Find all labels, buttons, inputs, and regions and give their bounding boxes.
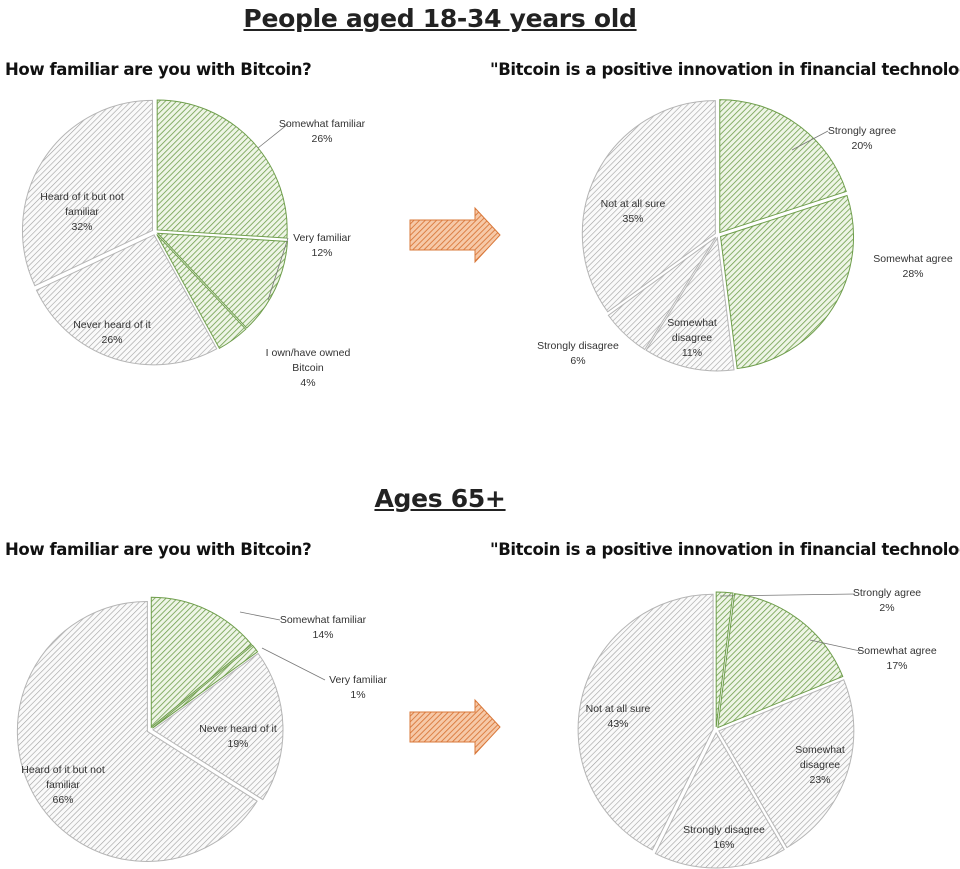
slice-label: Heard of it but not familiar — [21, 764, 105, 791]
data-label-heard-of-it-but-not-familiar: Heard of it but not familiar 32% — [37, 190, 127, 235]
slice-value: 26% — [101, 334, 123, 346]
slice-label: Strongly disagree — [537, 340, 619, 352]
slice-label: Strongly disagree — [683, 824, 765, 836]
slice-label: Never heard of it — [73, 319, 151, 331]
pie-slice-strongly-disagree — [607, 236, 717, 351]
slice-value: 19% — [227, 738, 249, 750]
pie-slice-i-own-have-owned-bitcoin — [156, 234, 247, 350]
slice-value: 11% — [681, 347, 703, 359]
pie-slice-not-at-all-sure — [581, 100, 716, 313]
data-label-somewhat-familiar: Somewhat familiar 26% — [267, 117, 377, 147]
pie-slice-never-heard-of-it — [35, 234, 218, 366]
leader-line — [267, 237, 289, 301]
slice-value: 20% — [851, 140, 873, 152]
chart-title-old-opinion: "Bitcoin is a positive innovation in fin… — [490, 540, 960, 559]
arrow-right-icon — [409, 206, 501, 264]
chart-title-young-opinion: "Bitcoin is a positive innovation in fin… — [490, 60, 960, 79]
leader-line — [257, 123, 289, 149]
arrow-right-icon — [409, 698, 501, 756]
pie-slice-somewhat-disagree — [718, 679, 855, 849]
data-label-never-heard-of-it: Never heard of it 19% — [188, 722, 288, 752]
leader-line — [239, 611, 281, 621]
slice-value: 1% — [350, 689, 366, 701]
slice-label: Somewhat disagree — [667, 317, 717, 344]
pie-slice-somewhat-agree — [719, 194, 854, 370]
slice-value: 12% — [311, 247, 333, 259]
slice-value: 2% — [879, 602, 895, 614]
data-label-somewhat-familiar: Somewhat familiar 14% — [268, 613, 378, 643]
slice-value: 32% — [71, 221, 93, 233]
data-label-somewhat-agree: Somewhat agree 28% — [863, 252, 960, 282]
slice-label: Somewhat familiar — [278, 118, 366, 130]
pie-slice-very-familiar — [152, 644, 259, 729]
pie-slice-somewhat-familiar — [150, 596, 253, 729]
slice-label: Never heard of it — [199, 723, 277, 735]
pie-slice-very-familiar — [156, 232, 288, 329]
slice-value: 14% — [312, 629, 334, 641]
slice-label: Strongly agree — [852, 587, 922, 599]
data-label-somewhat-agree: Somewhat agree 17% — [847, 644, 947, 674]
slice-label: Somewhat agree — [857, 645, 937, 657]
chart-title-young-familiarity: How familiar are you with Bitcoin? — [5, 60, 312, 79]
slice-value: 26% — [311, 133, 333, 145]
data-label-not-at-all-sure: Not at all sure 35% — [588, 197, 678, 227]
slice-value: 35% — [622, 213, 644, 225]
data-label-heard-of-it-but-not-familiar: Heard of it but not familiar 66% — [18, 763, 108, 808]
data-label-very-familiar: Very familiar 12% — [277, 231, 367, 261]
section-title-young: People aged 18-34 years old — [243, 4, 637, 33]
pie-slice-heard-of-it-but-not-familiar — [21, 99, 153, 287]
slice-label: Somewhat agree — [873, 253, 953, 265]
data-label-i-own-have-owned-bitcoin: I own/have owned Bitcoin 4% — [258, 346, 358, 391]
section-title-old: Ages 65+ — [374, 484, 506, 513]
slice-value: 28% — [902, 268, 924, 280]
data-label-strongly-disagree: Strongly disagree 16% — [674, 823, 774, 853]
slice-value: 6% — [570, 355, 586, 367]
data-label-strongly-agree: Strongly agree 20% — [817, 124, 907, 154]
data-label-somewhat-disagree: Somewhat disagree 11% — [657, 316, 727, 361]
slice-label: Very familiar — [329, 674, 387, 686]
leader-line — [809, 639, 861, 652]
pie-slice-strongly-agree — [715, 591, 734, 728]
leader-line — [791, 130, 829, 151]
data-label-not-at-all-sure: Not at all sure 43% — [573, 702, 663, 732]
slice-label: Very familiar — [293, 232, 351, 244]
pie-slice-strongly-disagree — [654, 731, 785, 869]
pie-slice-somewhat-familiar — [156, 99, 288, 239]
data-label-strongly-disagree: Strongly disagree 6% — [528, 339, 628, 369]
pie-slice-strongly-agree — [719, 99, 847, 234]
pie-slice-never-heard-of-it — [152, 652, 284, 801]
slice-label: Not at all sure — [600, 198, 666, 210]
slice-value: 66% — [52, 794, 74, 806]
pie-slice-somewhat-disagree — [645, 236, 735, 372]
pie-slice-somewhat-agree — [717, 593, 844, 729]
slice-label: Heard of it but not familiar — [40, 191, 124, 218]
slice-value: 43% — [607, 718, 629, 730]
leader-line — [261, 647, 326, 681]
slice-label: I own/have owned Bitcoin — [265, 347, 351, 374]
data-label-never-heard-of-it: Never heard of it 26% — [62, 318, 162, 348]
slice-value: 4% — [300, 377, 316, 389]
slice-label: Somewhat disagree — [795, 744, 845, 771]
slice-value: 23% — [809, 774, 831, 786]
pie-slice-not-at-all-sure — [577, 593, 714, 851]
data-label-somewhat-disagree: Somewhat disagree 23% — [785, 743, 855, 788]
slice-label: Strongly agree — [827, 125, 897, 137]
slice-value: 16% — [713, 839, 735, 851]
data-label-very-familiar: Very familiar 1% — [313, 673, 403, 703]
chart-title-old-familiarity: How familiar are you with Bitcoin? — [5, 540, 312, 559]
slice-label: Not at all sure — [585, 703, 651, 715]
pie-slice-heard-of-it-but-not-familiar — [16, 600, 258, 862]
slice-value: 17% — [886, 660, 908, 672]
slice-label: Somewhat familiar — [279, 614, 367, 626]
data-label-strongly-agree: Strongly agree 2% — [842, 586, 932, 616]
